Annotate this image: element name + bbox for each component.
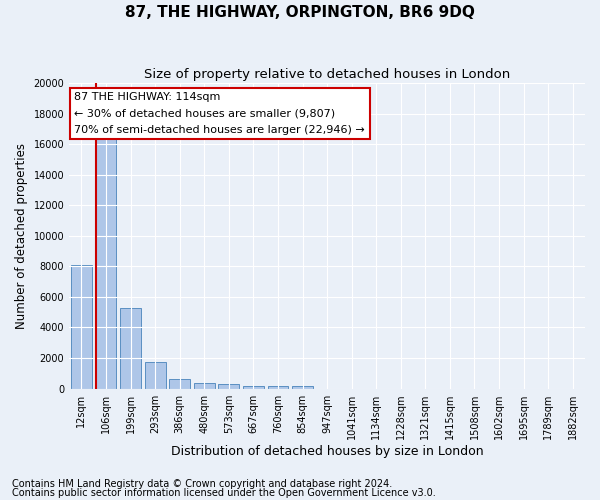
Text: 87, THE HIGHWAY, ORPINGTON, BR6 9DQ: 87, THE HIGHWAY, ORPINGTON, BR6 9DQ [125, 5, 475, 20]
Bar [145, 362, 166, 388]
Y-axis label: Number of detached properties: Number of detached properties [15, 143, 28, 329]
Bar [268, 386, 289, 388]
Title: Size of property relative to detached houses in London: Size of property relative to detached ho… [144, 68, 510, 80]
Bar [120, 308, 141, 388]
Bar [243, 386, 264, 388]
Bar [71, 265, 92, 388]
Text: Contains public sector information licensed under the Open Government Licence v3: Contains public sector information licen… [12, 488, 436, 498]
Bar [169, 378, 190, 388]
X-axis label: Distribution of detached houses by size in London: Distribution of detached houses by size … [171, 444, 484, 458]
Bar [194, 383, 215, 388]
Text: 87 THE HIGHWAY: 114sqm
← 30% of detached houses are smaller (9,807)
70% of semi-: 87 THE HIGHWAY: 114sqm ← 30% of detached… [74, 92, 365, 135]
Bar [218, 384, 239, 388]
Text: Contains HM Land Registry data © Crown copyright and database right 2024.: Contains HM Land Registry data © Crown c… [12, 479, 392, 489]
Bar [292, 386, 313, 388]
Bar [95, 129, 116, 388]
